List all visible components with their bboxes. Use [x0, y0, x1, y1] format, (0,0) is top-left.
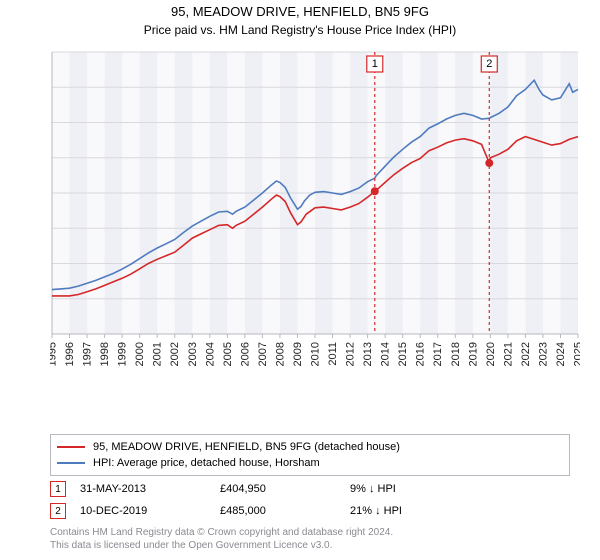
x-tick-label: 1995: [50, 342, 59, 366]
x-tick-label: 2004: [204, 342, 216, 366]
table-row: 2 10-DEC-2019£485,00021% ↓ HPI: [50, 500, 570, 522]
sale-index-badge: 2: [50, 503, 66, 519]
x-tick-label: 2021: [502, 342, 514, 366]
footer-line: This data is licensed under the Open Gov…: [50, 539, 570, 552]
sale-delta: 9% ↓ HPI: [350, 483, 470, 495]
legend: 95, MEADOW DRIVE, HENFIELD, BN5 9FG (det…: [50, 434, 570, 476]
sale-date: 31-MAY-2013: [80, 483, 220, 495]
footer-line: Contains HM Land Registry data © Crown c…: [50, 526, 570, 539]
x-tick-label: 2018: [450, 342, 462, 366]
legend-item: HPI: Average price, detached house, Hors…: [57, 455, 563, 471]
x-tick-label: 1998: [99, 342, 111, 366]
x-tick-label: 2017: [432, 342, 444, 366]
x-tick-label: 2016: [415, 342, 427, 366]
x-tick-label: 2000: [134, 342, 146, 366]
x-tick-label: 2011: [327, 342, 339, 366]
x-tick-label: 2002: [169, 342, 181, 366]
sale-date: 10-DEC-2019: [80, 505, 220, 517]
x-tick-label: 2015: [397, 342, 409, 366]
sale-marker-num: 1: [372, 58, 378, 70]
x-tick-label: 2008: [274, 342, 286, 366]
legend-item: 95, MEADOW DRIVE, HENFIELD, BN5 9FG (det…: [57, 439, 563, 455]
x-tick-label: 2012: [345, 342, 357, 366]
legend-label: HPI: Average price, detached house, Hors…: [93, 457, 320, 469]
x-tick-label: 1996: [64, 342, 76, 366]
legend-swatch: [57, 446, 85, 448]
x-tick-label: 2003: [187, 342, 199, 366]
legend-label: 95, MEADOW DRIVE, HENFIELD, BN5 9FG (det…: [93, 441, 400, 453]
x-tick-label: 2009: [292, 342, 304, 366]
legend-swatch: [57, 462, 85, 464]
x-tick-label: 2010: [310, 342, 322, 366]
x-tick-label: 2025: [573, 342, 580, 366]
page-title: 95, MEADOW DRIVE, HENFIELD, BN5 9FG: [0, 4, 600, 21]
sale-index-badge: 1: [50, 481, 66, 497]
sale-delta: 21% ↓ HPI: [350, 505, 470, 517]
page-subtitle: Price paid vs. HM Land Registry's House …: [0, 23, 600, 37]
x-tick-label: 2023: [537, 342, 549, 366]
x-tick-label: 2024: [555, 342, 567, 366]
x-tick-label: 2005: [222, 342, 234, 366]
sale-marker-num: 2: [486, 58, 492, 70]
x-tick-label: 2013: [362, 342, 374, 366]
footer-attribution: Contains HM Land Registry data © Crown c…: [50, 526, 570, 552]
sale-marker-dot: [371, 187, 379, 195]
sale-price: £404,950: [220, 483, 350, 495]
x-tick-label: 2001: [152, 342, 164, 366]
x-tick-label: 2020: [485, 342, 497, 366]
x-tick-label: 2019: [467, 342, 479, 366]
x-tick-label: 2022: [520, 342, 532, 366]
x-tick-label: 2007: [257, 342, 269, 366]
sale-marker-dot: [485, 159, 493, 167]
table-row: 1 31-MAY-2013£404,9509% ↓ HPI: [50, 478, 570, 500]
x-tick-label: 1997: [82, 342, 94, 366]
price-chart: £0£100K£200K£300K£400K£500K£600K£700K£80…: [50, 48, 580, 384]
sales-table: 1 31-MAY-2013£404,9509% ↓ HPI 2 10-DEC-2019…: [50, 478, 570, 522]
x-tick-label: 1999: [117, 342, 129, 366]
sale-price: £485,000: [220, 505, 350, 517]
x-tick-label: 2014: [380, 342, 392, 366]
x-tick-label: 2006: [239, 342, 251, 366]
